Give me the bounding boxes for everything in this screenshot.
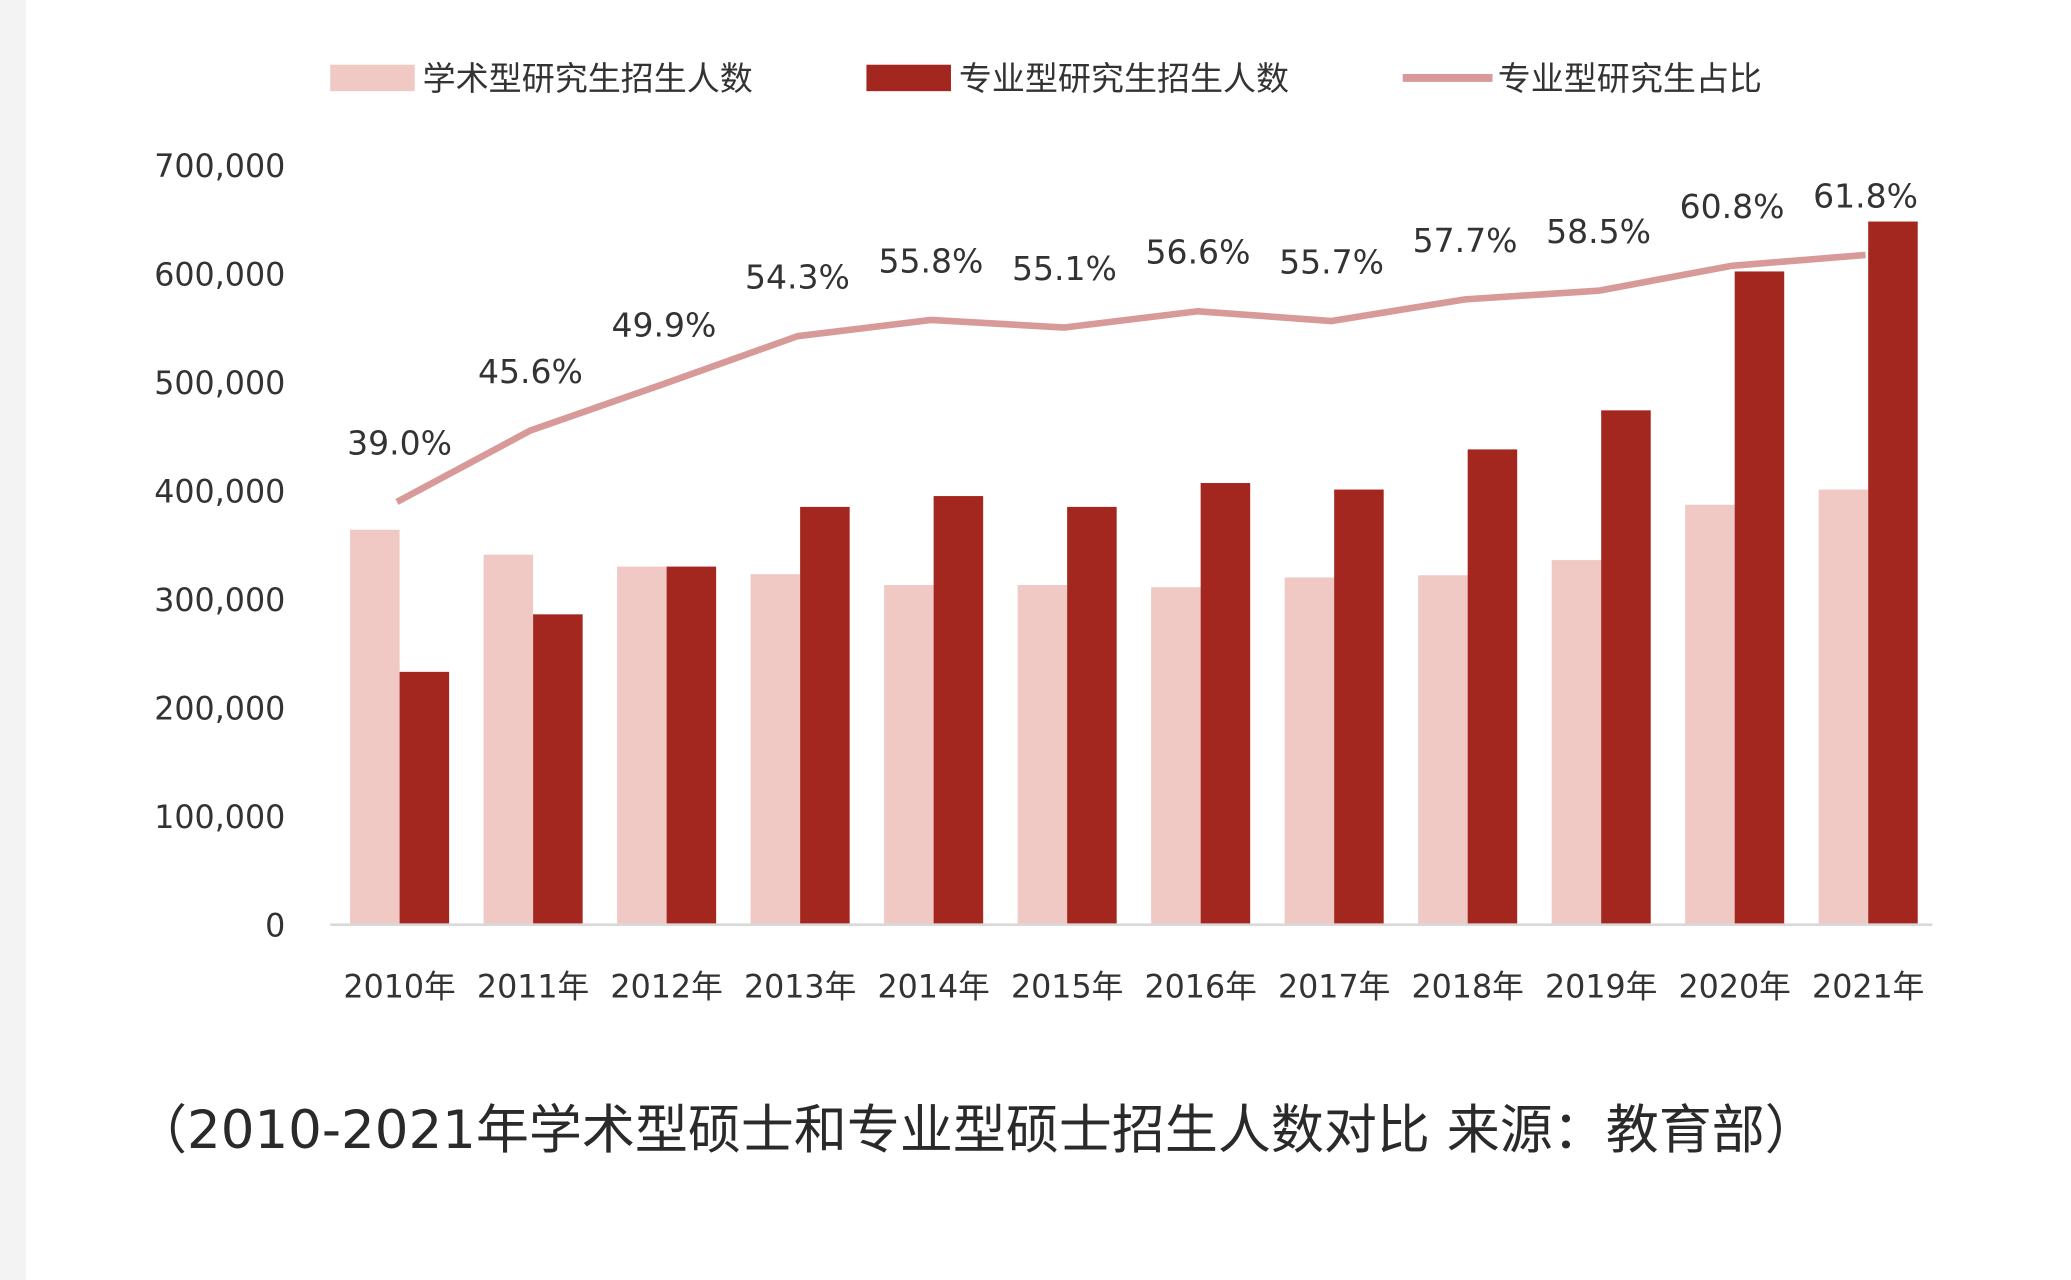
x-tick-label: 2020年 bbox=[1679, 969, 1791, 1005]
bar-academic bbox=[1551, 560, 1602, 925]
legend-label-professional: 专业型研究生招生人数 bbox=[959, 59, 1289, 98]
bar-academic bbox=[1685, 504, 1735, 925]
share-data-label: 57.7% bbox=[1413, 221, 1518, 260]
bar-academic bbox=[1151, 587, 1201, 925]
share-line bbox=[395, 251, 1866, 505]
x-tick-label: 2017年 bbox=[1278, 969, 1390, 1005]
y-tick-label: 0 bbox=[265, 909, 285, 945]
bar-academic bbox=[483, 554, 534, 925]
legend-swatch-professional bbox=[866, 64, 951, 92]
bar-professional bbox=[1734, 271, 1785, 925]
share-data-label: 49.9% bbox=[612, 305, 717, 344]
y-tick-label: 500,000 bbox=[154, 366, 285, 402]
x-tick-label: 2018年 bbox=[1412, 969, 1524, 1005]
y-tick-label: 100,000 bbox=[154, 800, 285, 836]
legend-swatch-academic bbox=[330, 64, 415, 92]
share-data-label: 55.7% bbox=[1279, 242, 1384, 281]
bar-professional bbox=[533, 614, 583, 925]
bar-professional bbox=[666, 566, 717, 925]
y-tick-label: 200,000 bbox=[154, 692, 285, 728]
bar-academic bbox=[750, 574, 801, 925]
share-data-label: 56.6% bbox=[1146, 233, 1251, 272]
bar-academic bbox=[884, 585, 934, 925]
bar-professional bbox=[1868, 221, 1918, 925]
bar-academic bbox=[1818, 489, 1869, 925]
x-tick-label: 2016年 bbox=[1144, 969, 1256, 1005]
x-tick-label: 2010年 bbox=[343, 969, 455, 1005]
bar-academic bbox=[617, 566, 667, 925]
bar-professional bbox=[933, 496, 984, 925]
bar-professional bbox=[1467, 449, 1518, 925]
x-tick-label: 2012年 bbox=[610, 969, 722, 1005]
y-tick-label: 300,000 bbox=[154, 583, 285, 619]
x-tick-label: 2019年 bbox=[1545, 969, 1657, 1005]
bar-professional bbox=[1601, 410, 1651, 925]
y-tick-label: 400,000 bbox=[154, 475, 285, 511]
legend-label-academic: 学术型研究生招生人数 bbox=[423, 59, 753, 98]
share-data-label: 58.5% bbox=[1546, 212, 1651, 251]
bar-academic bbox=[1284, 577, 1335, 925]
bar-professional bbox=[399, 671, 450, 925]
share-data-label: 60.8% bbox=[1680, 187, 1785, 226]
share-data-label: 45.6% bbox=[478, 352, 583, 391]
chart-caption: （2010-2021年学术型硕士和专业型硕士招生人数对比 来源：教育部） bbox=[134, 1100, 1818, 1161]
legend-label-share: 专业型研究生占比 bbox=[1498, 59, 1762, 98]
left-edge-strip bbox=[0, 0, 26, 1280]
bar-professional bbox=[1200, 483, 1251, 925]
x-tick-label: 2014年 bbox=[877, 969, 989, 1005]
share-data-label: 61.8% bbox=[1813, 176, 1918, 215]
bar-academic bbox=[1017, 585, 1068, 925]
bar-academic bbox=[350, 529, 400, 925]
x-tick-label: 2015年 bbox=[1011, 969, 1123, 1005]
x-tick-label: 2013年 bbox=[744, 969, 856, 1005]
share-data-label: 55.1% bbox=[1012, 249, 1117, 288]
share-data-label: 39.0% bbox=[347, 423, 452, 462]
y-tick-label: 600,000 bbox=[154, 258, 285, 294]
bar-professional bbox=[800, 506, 850, 925]
y-tick-label: 700,000 bbox=[154, 149, 285, 185]
share-data-label: 54.3% bbox=[745, 258, 850, 297]
bar-professional bbox=[1067, 506, 1117, 925]
share-data-label: 55.8% bbox=[879, 241, 984, 280]
x-tick-label: 2011年 bbox=[477, 969, 589, 1005]
bar-professional bbox=[1334, 489, 1384, 925]
x-tick-label: 2021年 bbox=[1812, 969, 1924, 1005]
bar-academic bbox=[1418, 575, 1468, 925]
